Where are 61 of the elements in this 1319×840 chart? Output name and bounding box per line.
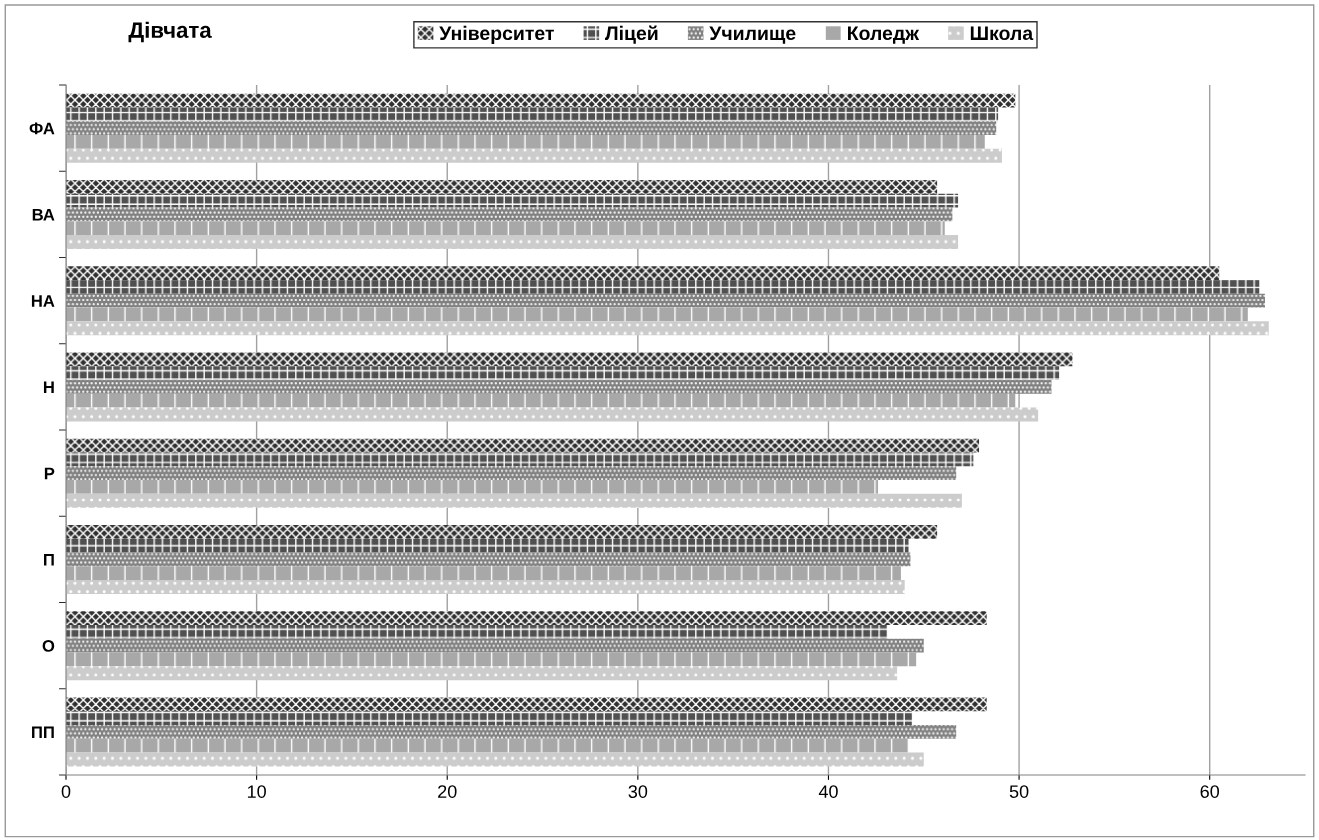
bar: [66, 738, 909, 753]
bar: [66, 452, 974, 467]
x-tick-label: 50: [1009, 785, 1029, 798]
y-tick-label: Н: [43, 381, 54, 393]
bar: [66, 321, 1269, 336]
y-tick-label: П: [44, 553, 54, 566]
bar: [66, 121, 997, 136]
bar: [66, 279, 1260, 294]
bar: [66, 697, 987, 712]
legend-label: Ліцей: [605, 25, 658, 44]
bar: [66, 611, 987, 625]
y-tick-label: ПП: [32, 726, 54, 738]
bar: [66, 566, 901, 581]
bar: [66, 235, 959, 249]
chart-title: Дівчата: [128, 21, 212, 43]
bar: [66, 524, 938, 539]
bar: [66, 93, 1016, 108]
bar: [66, 552, 911, 567]
x-tick-label: 30: [628, 785, 648, 798]
bar: [66, 711, 913, 725]
bar: [66, 179, 938, 194]
legend-label: Школа: [970, 26, 1034, 41]
y-tick-label: НА: [31, 295, 55, 307]
bar: [66, 352, 1073, 367]
bar: [66, 580, 905, 594]
bar: [66, 148, 1002, 163]
bar: [66, 266, 1220, 280]
legend-label: Училище: [709, 26, 796, 44]
bar: [66, 438, 980, 453]
bar: [66, 221, 945, 236]
bar: [66, 307, 1248, 322]
y-tick-label: О: [42, 640, 55, 652]
bar: [66, 393, 1016, 408]
bar: [66, 107, 999, 122]
bar: [66, 466, 957, 481]
bar: [66, 493, 962, 508]
bar: [66, 666, 898, 681]
y-tick-label: ФА: [29, 122, 55, 135]
bar: [66, 480, 879, 494]
bar: [66, 379, 1052, 394]
x-tick-label: 60: [1200, 785, 1220, 798]
x-tick-label: 40: [818, 785, 838, 798]
bar: [66, 366, 1060, 380]
legend-label: Коледж: [848, 26, 920, 44]
bar: [66, 207, 953, 222]
y-tick-label: Р: [44, 467, 55, 480]
x-tick-label: 20: [438, 785, 457, 798]
bar: [66, 724, 957, 739]
bar: [66, 652, 917, 667]
x-tick-label: 0: [61, 785, 71, 798]
bar: [66, 293, 1265, 308]
x-tick-label: 10: [247, 785, 266, 798]
y-tick-label: ВА: [32, 208, 55, 221]
bar: [66, 538, 909, 553]
legend-label: Університет: [439, 25, 554, 44]
bar: [66, 638, 924, 653]
bar: [66, 193, 959, 208]
bar: [66, 135, 985, 149]
bar: [66, 624, 888, 639]
bar: [66, 407, 1039, 422]
bar: [66, 752, 924, 767]
